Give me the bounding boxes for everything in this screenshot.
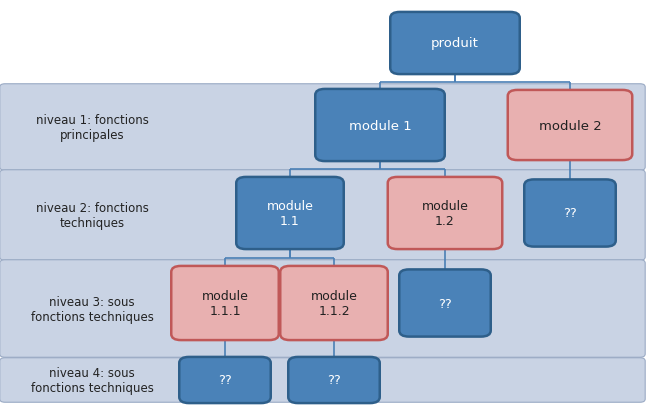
FancyBboxPatch shape	[280, 266, 388, 340]
Text: ??: ??	[218, 373, 232, 386]
Text: module
1.2: module 1.2	[422, 200, 469, 228]
Text: module
1.1: module 1.1	[266, 200, 313, 228]
Text: ??: ??	[563, 207, 577, 220]
FancyBboxPatch shape	[508, 91, 632, 161]
Text: niveau 3: sous
fonctions techniques: niveau 3: sous fonctions techniques	[31, 295, 153, 323]
FancyBboxPatch shape	[0, 171, 645, 260]
Text: niveau 4: sous
fonctions techniques: niveau 4: sous fonctions techniques	[31, 366, 153, 394]
FancyBboxPatch shape	[171, 266, 279, 340]
Text: module 2: module 2	[539, 119, 601, 132]
FancyBboxPatch shape	[236, 177, 344, 249]
FancyBboxPatch shape	[179, 357, 271, 403]
Text: ??: ??	[438, 297, 452, 310]
Text: module
1.1.2: module 1.1.2	[311, 289, 358, 317]
FancyBboxPatch shape	[525, 180, 616, 247]
Text: niveau 1: fonctions
principales: niveau 1: fonctions principales	[36, 114, 148, 142]
FancyBboxPatch shape	[0, 85, 645, 171]
Text: module 1: module 1	[348, 119, 411, 132]
FancyBboxPatch shape	[388, 177, 502, 249]
Text: module
1.1.1: module 1.1.1	[202, 289, 248, 317]
FancyBboxPatch shape	[399, 270, 491, 337]
FancyBboxPatch shape	[0, 260, 645, 357]
FancyBboxPatch shape	[288, 357, 380, 403]
Text: niveau 2: fonctions
techniques: niveau 2: fonctions techniques	[36, 202, 148, 230]
FancyBboxPatch shape	[390, 13, 520, 75]
Text: ??: ??	[327, 373, 341, 386]
Text: produit: produit	[431, 37, 479, 50]
FancyBboxPatch shape	[315, 90, 445, 162]
FancyBboxPatch shape	[0, 358, 645, 402]
